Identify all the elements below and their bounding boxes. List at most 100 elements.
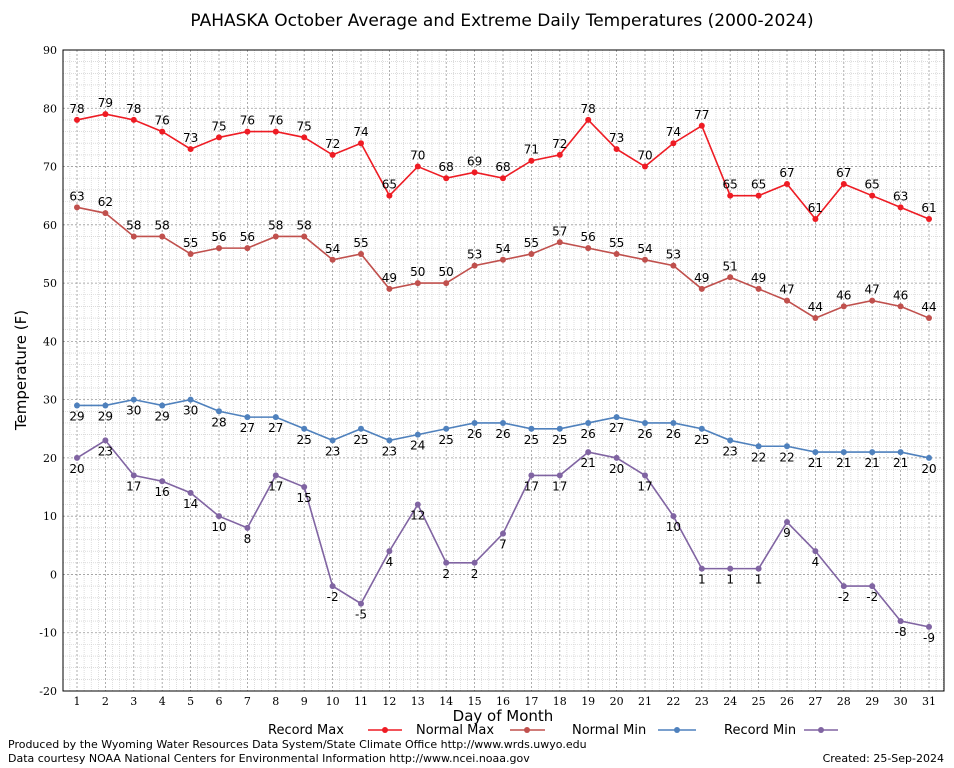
data-label-record-max: 63 bbox=[893, 189, 908, 203]
y-tick-label: 50 bbox=[43, 277, 57, 290]
data-point-normal-max bbox=[187, 250, 194, 257]
data-label-normal-min: 29 bbox=[155, 409, 170, 423]
data-point-record-min bbox=[301, 484, 308, 491]
data-point-record-max bbox=[329, 151, 336, 158]
data-label-normal-min: 27 bbox=[268, 421, 283, 435]
data-point-record-max bbox=[528, 157, 535, 164]
data-label-normal-max: 50 bbox=[439, 265, 454, 279]
data-label-record-max: 73 bbox=[609, 131, 624, 145]
data-point-record-max bbox=[159, 128, 166, 135]
data-label-normal-max: 58 bbox=[297, 218, 312, 232]
data-label-record-min: 17 bbox=[268, 479, 283, 493]
data-point-normal-max bbox=[755, 285, 762, 292]
x-tick-label: 4 bbox=[159, 695, 166, 708]
legend-label-normal-min: Normal Min bbox=[572, 723, 646, 738]
data-point-record-max bbox=[216, 134, 222, 141]
data-point-record-min bbox=[897, 618, 904, 625]
data-point-record-max bbox=[301, 134, 308, 141]
data-label-normal-min: 30 bbox=[183, 404, 198, 418]
data-point-normal-min bbox=[556, 425, 563, 432]
data-label-record-min: 23 bbox=[98, 444, 113, 458]
data-label-normal-max: 49 bbox=[751, 271, 766, 285]
data-label-record-max: 76 bbox=[240, 114, 255, 128]
data-point-record-min bbox=[329, 583, 336, 590]
data-label-normal-max: 58 bbox=[155, 218, 170, 232]
data-point-record-min bbox=[500, 530, 506, 537]
data-point-record-max bbox=[812, 215, 819, 222]
data-point-normal-max bbox=[216, 245, 222, 252]
x-axis-label: Day of Month bbox=[453, 707, 554, 725]
data-point-record-max bbox=[414, 163, 421, 170]
data-label-record-max: 68 bbox=[439, 160, 454, 174]
data-label-record-min: 8 bbox=[244, 532, 252, 546]
data-point-record-min bbox=[216, 513, 222, 520]
data-point-normal-min bbox=[897, 449, 904, 456]
x-tick-label: 27 bbox=[808, 695, 822, 708]
data-label-record-max: 78 bbox=[581, 102, 596, 116]
data-label-normal-max: 51 bbox=[723, 259, 738, 273]
data-label-normal-max: 46 bbox=[836, 288, 851, 302]
data-label-record-min: 20 bbox=[609, 462, 624, 476]
x-tick-label: 30 bbox=[894, 695, 908, 708]
x-tick-label: 13 bbox=[411, 695, 425, 708]
data-point-record-max bbox=[102, 111, 109, 118]
data-point-normal-max bbox=[159, 233, 166, 240]
data-point-record-min bbox=[130, 472, 137, 479]
data-label-record-min: -9 bbox=[923, 631, 935, 645]
minor-grid bbox=[63, 50, 944, 691]
x-axis-ticks: 1 2 3 4 5 6 7 8 9 10 11 12 13 14 15 16 17 18 19 20 21 22 23 24 2… bbox=[74, 695, 937, 708]
legend-label-record-min: Record Min bbox=[724, 723, 796, 738]
data-point-normal-max bbox=[414, 280, 421, 287]
data-point-record-max bbox=[613, 146, 620, 153]
data-point-normal-max bbox=[642, 256, 648, 263]
data-point-normal-max bbox=[244, 245, 251, 252]
data-label-normal-min: 22 bbox=[751, 450, 766, 464]
data-label-record-max: 61 bbox=[921, 201, 936, 215]
data-label-normal-max: 44 bbox=[808, 300, 823, 314]
data-label-record-min: 17 bbox=[637, 479, 652, 493]
footer-created: Created: 25-Sep-2024 bbox=[823, 752, 944, 765]
data-label-normal-min: 26 bbox=[495, 427, 510, 441]
x-tick-label: 6 bbox=[216, 695, 223, 708]
legend-label-normal-max: Normal Max bbox=[416, 723, 494, 738]
data-label-normal-min: 26 bbox=[467, 427, 482, 441]
data-point-normal-max bbox=[897, 303, 904, 310]
data-point-normal-min bbox=[159, 402, 166, 409]
data-label-record-min: 9 bbox=[783, 526, 791, 540]
y-tick-label: 70 bbox=[43, 161, 57, 174]
data-label-record-min: 21 bbox=[581, 456, 596, 470]
data-point-record-min bbox=[727, 565, 734, 572]
data-point-record-min bbox=[642, 472, 648, 479]
data-point-normal-min bbox=[585, 419, 592, 426]
data-label-record-min: 14 bbox=[183, 497, 198, 511]
data-label-record-max: 75 bbox=[211, 119, 226, 133]
data-label-normal-max: 57 bbox=[552, 224, 567, 238]
data-point-normal-max bbox=[670, 262, 677, 269]
x-tick-label: 9 bbox=[301, 695, 308, 708]
data-label-normal-min: 27 bbox=[240, 421, 255, 435]
x-tick-label: 2 bbox=[102, 695, 109, 708]
data-point-normal-min bbox=[471, 419, 478, 426]
data-label-normal-max: 56 bbox=[581, 230, 596, 244]
data-point-normal-max bbox=[840, 303, 847, 310]
data-point-record-min bbox=[528, 472, 535, 479]
data-label-normal-min: 25 bbox=[439, 433, 454, 447]
data-label-normal-min: 25 bbox=[353, 433, 368, 447]
data-label-record-max: 65 bbox=[865, 178, 880, 192]
data-point-normal-max bbox=[471, 262, 478, 269]
data-point-normal-max bbox=[272, 233, 279, 240]
data-point-normal-min bbox=[869, 449, 876, 456]
data-point-record-max bbox=[500, 175, 506, 182]
data-label-normal-max: 55 bbox=[609, 236, 624, 250]
data-label-normal-max: 47 bbox=[865, 283, 880, 297]
data-point-record-max bbox=[130, 116, 137, 123]
data-point-normal-min bbox=[642, 419, 648, 426]
data-label-record-min: 17 bbox=[524, 479, 539, 493]
legend-marker-normal-min bbox=[674, 727, 680, 733]
data-label-record-max: 65 bbox=[723, 178, 738, 192]
data-point-record-max bbox=[926, 215, 932, 222]
data-point-normal-max bbox=[130, 233, 137, 240]
data-label-normal-max: 47 bbox=[779, 283, 794, 297]
data-point-normal-min bbox=[102, 402, 109, 409]
data-label-record-max: 68 bbox=[495, 160, 510, 174]
